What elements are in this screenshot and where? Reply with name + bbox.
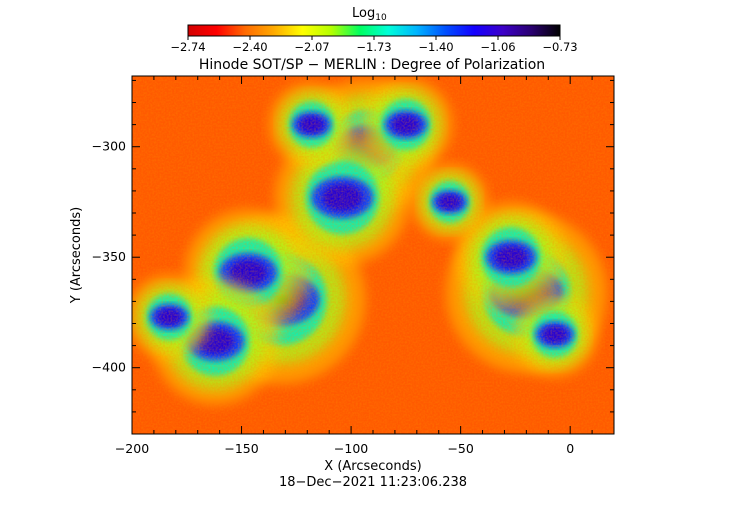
x-axis-label: X (Arcseconds) xyxy=(324,459,421,474)
colorbar-tick-label: −2.74 xyxy=(170,40,205,54)
colorbar xyxy=(187,24,561,37)
x-tick-label: 0 xyxy=(566,441,574,456)
timestamp: 18−Dec−2021 11:23:06.238 xyxy=(279,475,467,490)
y-axis: −300 −350 −400 xyxy=(92,79,614,435)
colorbar-tick-label: −1.40 xyxy=(418,40,453,54)
colorbar-tick-label: −0.73 xyxy=(542,40,577,54)
colorbar-tick-label: −1.73 xyxy=(356,40,391,54)
colorbar-tick-label: −1.06 xyxy=(480,40,515,54)
x-tick-label: −150 xyxy=(224,441,258,456)
colorbar-title-subscript: 10 xyxy=(375,13,387,23)
y-axis-label: Y (Arcseconds) xyxy=(69,207,84,304)
y-tick-label: −350 xyxy=(92,249,126,264)
colorbar-ticks: −2.74 −2.40 −2.07 −1.73 −1.40 −1.06 −0.73 xyxy=(170,36,578,54)
x-axis: −200 −150 −100 −50 0 xyxy=(115,76,615,456)
heatmap-image xyxy=(132,76,614,434)
colorbar-tick-label: −2.40 xyxy=(232,40,267,54)
x-tick-label: −200 xyxy=(115,441,149,456)
colorbar-title: Log10 xyxy=(352,6,387,23)
chart-title: Hinode SOT/SP − MERLIN : Degree of Polar… xyxy=(199,57,545,73)
y-tick-label: −300 xyxy=(92,139,126,154)
x-tick-label: −50 xyxy=(447,441,473,456)
y-tick-label: −400 xyxy=(92,360,126,375)
x-tick-label: −100 xyxy=(334,441,368,456)
colorbar-tick-label: −2.07 xyxy=(294,40,329,54)
